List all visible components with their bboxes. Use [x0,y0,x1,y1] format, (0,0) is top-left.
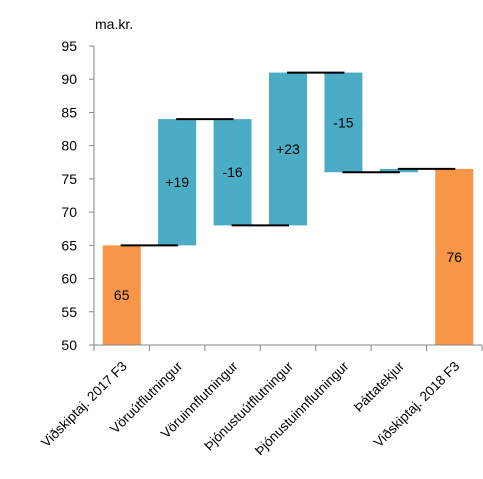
data-label: -15 [333,114,353,130]
data-label: +19 [165,174,189,190]
y-tick-label: 85 [61,104,77,120]
data-label: -16 [222,164,242,180]
bar-increase [158,119,197,246]
bar-decrease [324,72,363,173]
data-label: 65 [114,287,130,303]
x-category-label: Þáttatekjur [351,358,408,415]
connectors [120,71,456,247]
y-tick-label: 50 [61,337,77,353]
y-tick-label: 95 [61,38,77,54]
bar-increase [269,72,307,226]
y-tick-label: 60 [61,271,77,287]
y-tick-label: 90 [61,71,77,87]
bars [102,72,474,345]
y-axis: 50 55 60 65 70 75 80 85 90 95 [61,38,95,353]
data-label: 76 [446,249,462,265]
y-tick-label: 70 [61,204,77,220]
x-axis: Viðskiptaj. 2017 F3VöruútflutningurVörui… [38,344,483,458]
y-tick-label: 55 [61,304,77,320]
y-tick-label: 65 [61,237,77,253]
bar-decrease [213,119,252,226]
y-tick-label: 80 [61,138,77,154]
bar-total [102,245,141,345]
data-label: +23 [276,141,300,157]
unit-label: ma.kr. [95,16,133,32]
x-category-label: Þjónustuinnflutningur [252,358,352,458]
data-labels: 65 +19 -16 +23 -15 76 [114,114,462,303]
y-tick-label: 75 [61,171,77,187]
bar-change [379,168,418,173]
x-category-label: Viðskiptaj. 2017 F3 [38,359,130,451]
bar-total [435,168,474,345]
